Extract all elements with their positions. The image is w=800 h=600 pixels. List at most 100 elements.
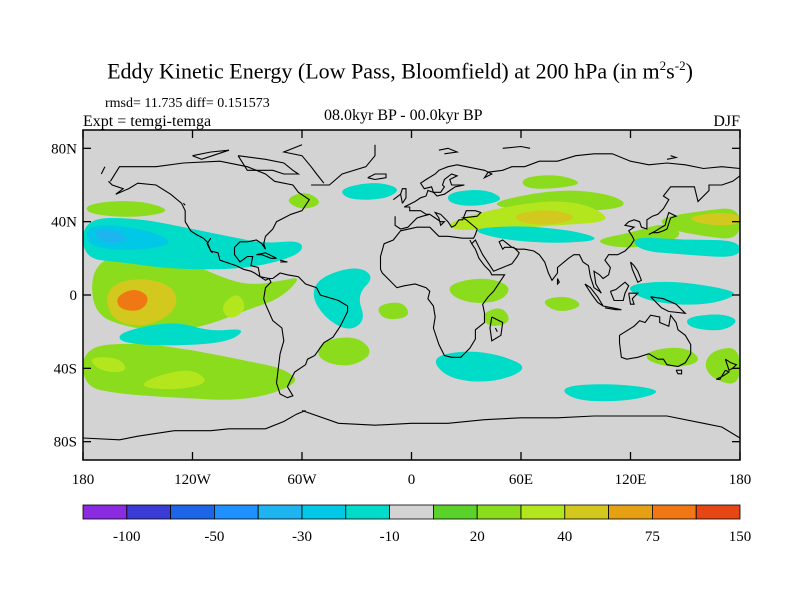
- coastline: [256, 252, 277, 259]
- coastline: [650, 296, 687, 315]
- anomaly-patch: [646, 347, 699, 367]
- colorbar-swatch: [345, 504, 390, 520]
- colorbar-swatch: [432, 504, 478, 520]
- lon-tick-label: 120W: [174, 472, 212, 488]
- coastline: [556, 278, 560, 286]
- coastline: [281, 144, 325, 184]
- colorbar-swatch: [695, 504, 741, 520]
- coastline: [675, 369, 683, 375]
- axis-ticks: 80N 40N 0 40S 80S 180 120W 60W 0 60E 120E 180: [51, 130, 751, 488]
- coastline: [494, 327, 498, 332]
- coastline: [301, 409, 740, 439]
- colorbar-swatch: [126, 504, 172, 520]
- colorbar-label: 75: [645, 529, 660, 545]
- colorbar-swatch: [564, 504, 609, 520]
- coastline: [471, 175, 740, 294]
- lon-tick-label: 0: [408, 472, 416, 488]
- anomaly-patch: [544, 296, 580, 311]
- coastline: [716, 369, 731, 380]
- anomaly-patch: [119, 323, 242, 346]
- anomaly-patch: [378, 302, 409, 320]
- lat-tick-label: 40S: [54, 361, 77, 377]
- anomaly-patch: [117, 290, 148, 311]
- anomaly-patch: [705, 348, 740, 384]
- season-label: DJF: [713, 113, 740, 130]
- coastline: [192, 149, 230, 160]
- coastline: [206, 237, 213, 254]
- lat-tick-label: 0: [70, 288, 78, 304]
- colorbar-swatch: [608, 504, 653, 520]
- coastline: [183, 202, 186, 206]
- anomaly-patch: [318, 337, 370, 366]
- anomaly-patch: [448, 190, 501, 206]
- anomaly-patch: [634, 237, 740, 257]
- colorbar-label: 40: [557, 529, 572, 545]
- stats-text: rmsd= 11.735 diff= 0.151573: [105, 96, 270, 111]
- coastline: [724, 358, 738, 371]
- colorbar-swatch: [170, 504, 215, 520]
- coastline: [100, 166, 106, 175]
- lon-tick-label: 180: [729, 472, 752, 488]
- period-label: 08.0kyr BP - 00.0kyr BP: [324, 107, 483, 124]
- lat-tick-label: 40N: [51, 215, 77, 231]
- coastline: [618, 313, 692, 368]
- anomaly-patch: [449, 278, 509, 303]
- anomaly-patch: [435, 351, 523, 382]
- anomaly-patch: [342, 183, 397, 200]
- anomaly-patch: [288, 193, 319, 209]
- colorbar-label: 150: [729, 529, 752, 545]
- coastline: [502, 145, 531, 149]
- experiment-label: Expt = temgi-temga: [83, 113, 212, 130]
- anomaly-patch: [564, 384, 657, 402]
- anomaly-patch: [483, 308, 509, 327]
- lon-tick-label: 60E: [509, 472, 533, 488]
- colorbar-swatch: [213, 504, 259, 520]
- coastline: [609, 281, 630, 302]
- colorbar-label: 20: [470, 529, 485, 545]
- coastline: [628, 292, 640, 305]
- colorbar-label: -30: [292, 529, 312, 545]
- colorbar-label: -100: [113, 529, 141, 545]
- anomaly-patch: [629, 281, 734, 305]
- coastline: [367, 173, 387, 181]
- coastline: [602, 305, 622, 311]
- coastline: [489, 316, 504, 342]
- colorbar-label: -50: [204, 529, 224, 545]
- chart-title: Eddy Kinetic Energy (Low Pass, Bloomfiel…: [107, 58, 693, 84]
- coastline: [629, 261, 643, 283]
- anomaly-patch: [216, 241, 251, 256]
- colorbar-swatch: [257, 504, 303, 520]
- coastline: [403, 153, 740, 215]
- anomaly-patch: [691, 213, 740, 226]
- anomaly-patch: [686, 314, 736, 331]
- anomaly-patch: [143, 370, 205, 390]
- anomaly-patch: [91, 357, 126, 372]
- anomaly-patch: [86, 201, 166, 217]
- colorbar-swatch: [82, 504, 128, 520]
- coastline: [648, 211, 678, 235]
- anomaly-patch: [522, 175, 579, 189]
- coastline: [83, 409, 306, 441]
- anomaly-patch: [222, 295, 245, 318]
- colorbar-swatch: [389, 504, 434, 520]
- coastline: [666, 155, 679, 160]
- colorbar-swatch: [301, 504, 347, 520]
- lon-tick-label: 180: [72, 472, 95, 488]
- lon-tick-label: 120E: [615, 472, 647, 488]
- coastline: [379, 210, 506, 358]
- lat-tick-label: 80N: [51, 141, 77, 157]
- anomaly-patch: [313, 268, 371, 329]
- coastline: [311, 144, 376, 186]
- coastline: [438, 147, 460, 155]
- coastline: [279, 259, 288, 263]
- coastlines: [83, 144, 740, 441]
- anomaly-patch: [95, 229, 126, 243]
- colorbar-swatch: [652, 504, 697, 520]
- anomaly-patch: [515, 210, 574, 225]
- anomaly-layer: [83, 175, 740, 402]
- colorbar-label: -10: [380, 529, 400, 545]
- colorbar-swatch: [520, 504, 566, 520]
- coastline: [400, 188, 407, 204]
- coastline: [392, 193, 401, 201]
